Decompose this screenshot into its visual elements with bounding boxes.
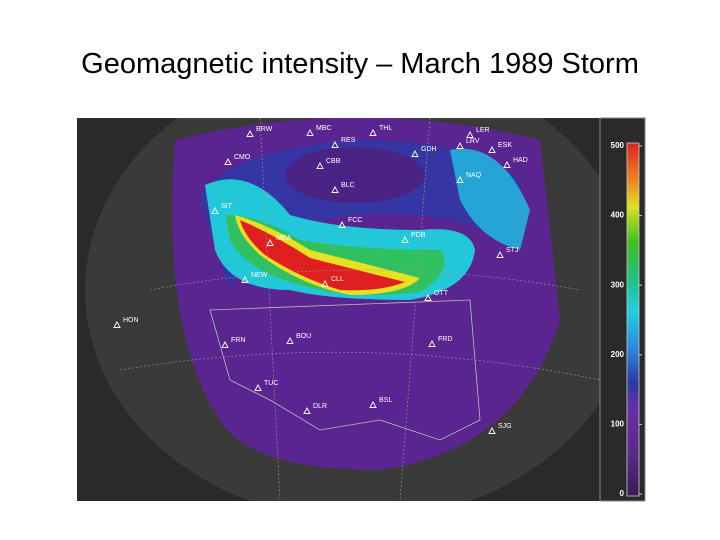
- colorbar-label: 500: [611, 141, 625, 150]
- station-label: HON: [123, 317, 139, 324]
- station-label: LER: [476, 127, 490, 134]
- station-label: NAQ: [466, 172, 482, 179]
- station-marker: [338, 221, 346, 228]
- station-marker: [411, 150, 419, 157]
- station-label: LRV: [466, 138, 480, 145]
- station-label: GDH: [421, 146, 437, 153]
- station-label: PDB: [411, 232, 426, 239]
- station-marker: [211, 207, 219, 214]
- station-marker: [331, 141, 339, 148]
- station-label: DLR: [313, 403, 327, 410]
- colorbar-label: 200: [611, 350, 625, 359]
- station-label: CMO: [234, 154, 251, 161]
- station-label: OTT: [434, 290, 449, 297]
- station-marker: [466, 131, 474, 138]
- station-marker: [331, 186, 339, 193]
- intensity-field: [85, 118, 600, 501]
- station-label: MBC: [316, 125, 332, 132]
- station-marker: [246, 130, 254, 137]
- station-label: SJG: [498, 423, 512, 430]
- station-label: CBB: [326, 158, 341, 165]
- station-marker: [254, 384, 262, 391]
- station-label: BSL: [379, 397, 392, 404]
- station-marker: [428, 340, 436, 347]
- station-label: FRD: [438, 336, 452, 343]
- colorbar-label: 300: [611, 280, 625, 289]
- station-label: BLC: [341, 182, 355, 189]
- station-label: RES: [341, 137, 356, 144]
- station-label: STJ: [506, 247, 518, 254]
- station-label: SIT: [221, 203, 233, 210]
- station-marker: [306, 129, 314, 136]
- station-label: CLL: [331, 276, 344, 283]
- colorbar: [626, 142, 640, 497]
- station-marker: [456, 176, 464, 183]
- colorbar-label: 400: [611, 211, 625, 220]
- station-label: NEW: [251, 272, 268, 279]
- station-label: TUC: [264, 380, 278, 387]
- station-marker: [286, 337, 294, 344]
- colorbar-label: 0: [620, 489, 625, 498]
- station-marker: [224, 158, 232, 165]
- station-marker: [266, 239, 274, 246]
- station-label: FCC: [348, 217, 362, 224]
- station-marker: [241, 276, 249, 283]
- station-label: FRN: [231, 337, 245, 344]
- station-marker: [488, 146, 496, 153]
- station-marker: [321, 280, 329, 287]
- station-marker: [424, 294, 432, 301]
- station-label: BRW: [256, 126, 273, 133]
- station-marker: [369, 129, 377, 136]
- station-label: MEA: [276, 235, 292, 242]
- station-marker: [401, 236, 409, 243]
- station-marker: [503, 161, 511, 168]
- station-marker: [369, 401, 377, 408]
- slide-title: Geomagnetic intensity – March 1989 Storm: [81, 48, 639, 80]
- station-label: ESK: [498, 142, 512, 149]
- station-marker: [496, 251, 504, 258]
- station-label: BOU: [296, 333, 311, 340]
- colorbar-label: 100: [611, 420, 625, 429]
- station-label: HAD: [513, 157, 528, 164]
- station-label: THL: [379, 125, 392, 132]
- station-marker: [456, 142, 464, 149]
- station-marker: [316, 162, 324, 169]
- station-marker: [488, 427, 496, 434]
- station-marker: [113, 321, 121, 328]
- station-marker: [303, 407, 311, 414]
- station-marker: [221, 341, 229, 348]
